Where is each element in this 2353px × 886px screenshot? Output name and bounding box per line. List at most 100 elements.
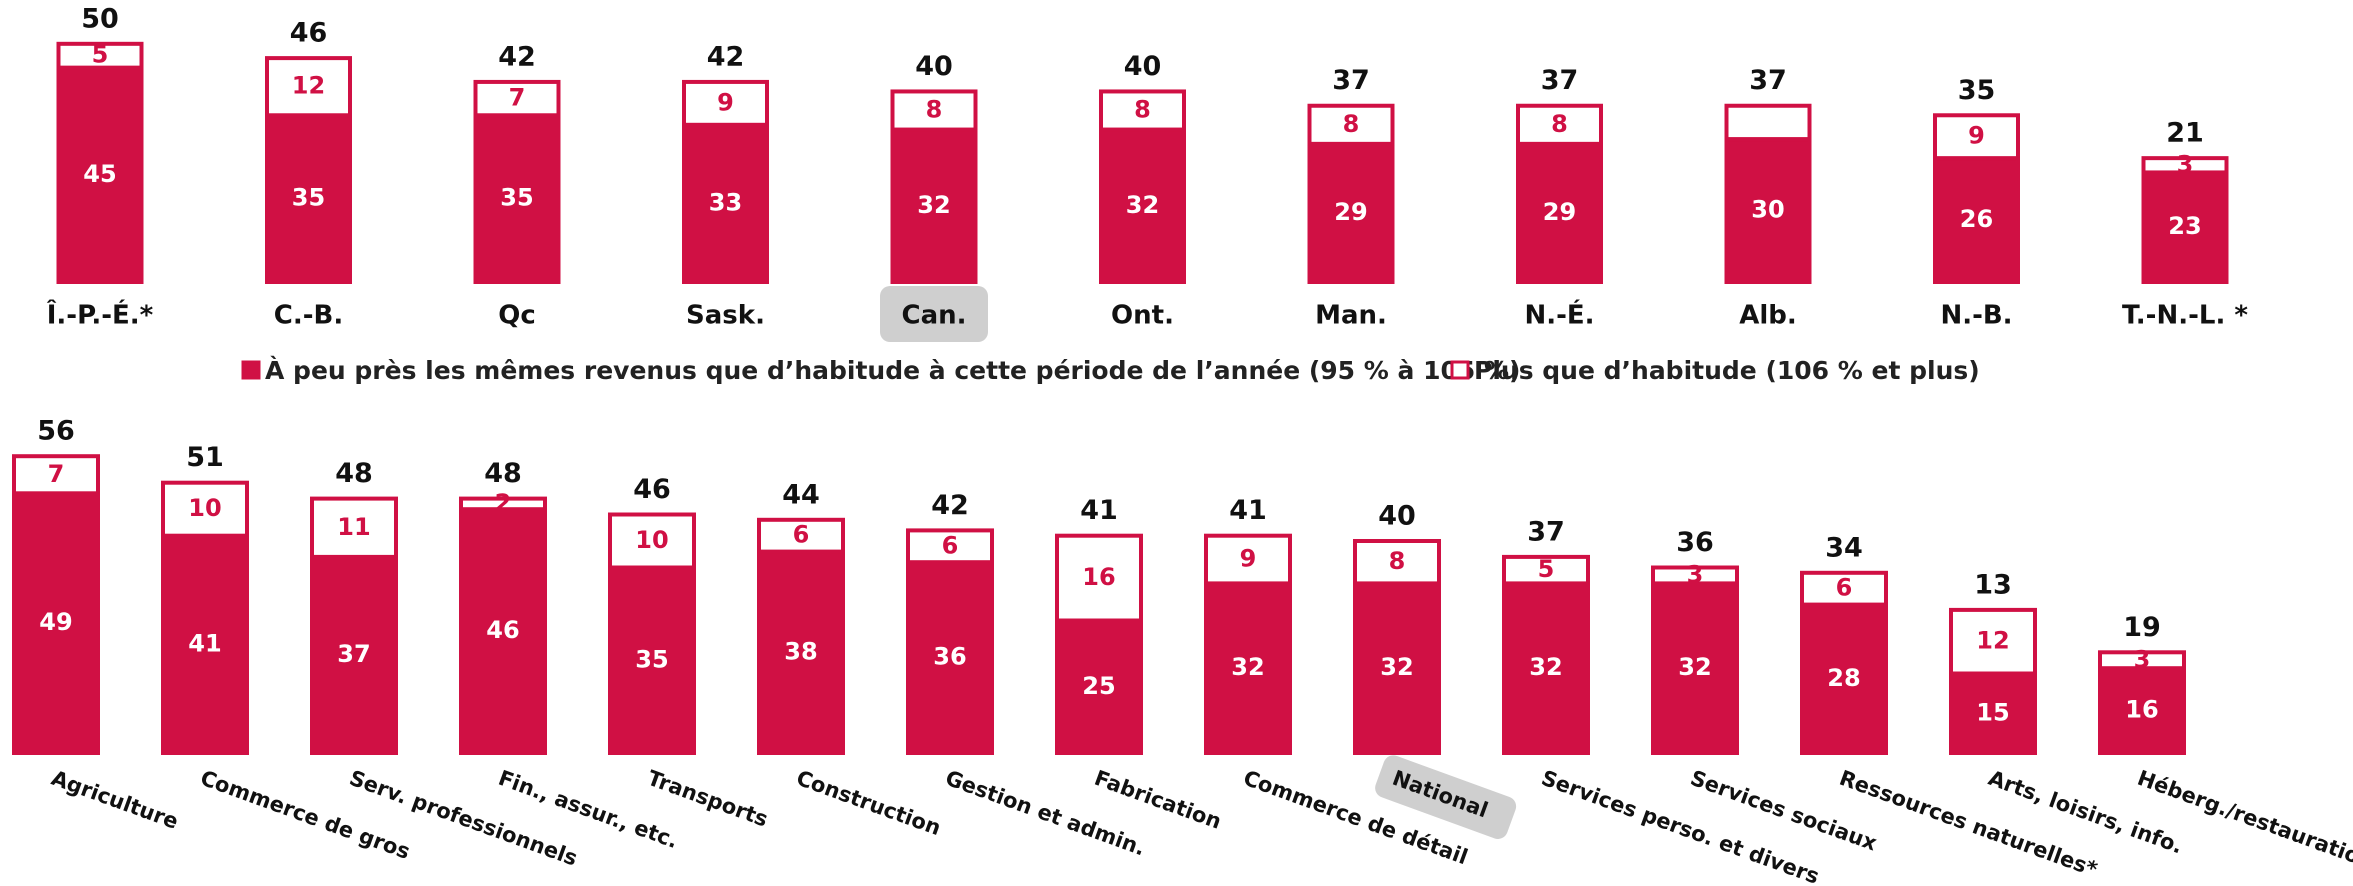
x-tick-group: Construction [793, 766, 944, 840]
total-label: 37 [1527, 516, 1565, 547]
bar-segment [1800, 570, 1888, 607]
value-label: 32 [1678, 653, 1711, 681]
x-tick-label: Héberg./restauration [2134, 766, 2353, 874]
highlight-box [880, 286, 988, 342]
total-label: 21 [2166, 118, 2204, 149]
total-label: 41 [1229, 495, 1267, 526]
value-label: 10 [635, 526, 668, 554]
value-label: 8 [926, 96, 943, 124]
bar-segment [310, 496, 398, 559]
bar-segment [682, 79, 769, 127]
value-label: 32 [917, 191, 950, 219]
bar-segment [1055, 618, 1143, 755]
bar-segment [12, 454, 100, 496]
bar-segment [608, 565, 696, 755]
value-label: 32 [1126, 191, 1159, 219]
bar-segment [1055, 533, 1143, 623]
value-label: 5 [1538, 555, 1555, 583]
bar-segment [1724, 137, 1812, 284]
total-label: 48 [484, 458, 522, 489]
bar-segment [608, 512, 696, 570]
x-tick-label: Man. [1315, 301, 1387, 331]
value-label: 33 [709, 188, 742, 216]
value-label: 41 [188, 629, 221, 657]
value-label: 49 [39, 608, 72, 636]
x-tick-label: N.-É. [1524, 299, 1594, 331]
total-label: 40 [1124, 51, 1162, 82]
value-label: 3 [2177, 150, 2194, 178]
bar-segment [1353, 581, 1441, 756]
value-label: 32 [1231, 653, 1264, 681]
value-label: 15 [1976, 698, 2009, 726]
bar-segment [906, 560, 994, 756]
legend-swatch [1450, 360, 1470, 380]
total-label: 46 [633, 474, 671, 505]
value-label: 7 [509, 84, 526, 112]
bar-segment [310, 554, 398, 756]
value-label: 9 [717, 88, 734, 116]
value-label: 37 [337, 640, 370, 668]
bar-segment [2141, 156, 2229, 175]
legend-swatch [241, 360, 261, 380]
total-label: 35 [1958, 75, 1996, 106]
bar-segment [906, 528, 994, 565]
total-label: 41 [1080, 495, 1118, 526]
value-label: 6 [942, 531, 959, 559]
total-label: 48 [335, 458, 373, 489]
value-label: 45 [83, 160, 116, 188]
bar-segment [1724, 103, 1812, 142]
x-tick-group: Services perso. et divers [1538, 766, 1822, 886]
value-label: 16 [2125, 696, 2158, 724]
x-tick-label: Ont. [1111, 301, 1174, 331]
total-label: 46 [290, 18, 328, 49]
bar-segment [1933, 113, 2020, 161]
value-label: 8 [1389, 547, 1406, 575]
bar-segment [2098, 666, 2186, 756]
bar-segment [1502, 554, 1590, 586]
bar-segment [1099, 127, 1186, 284]
bar-segment [1949, 607, 2037, 676]
value-label: 8 [1343, 110, 1360, 138]
value-label: 6 [1836, 574, 1853, 602]
bar-segment [682, 122, 769, 284]
x-tick-label: Transports [644, 766, 771, 832]
bar-segment [2098, 650, 2186, 671]
bar-segment [1651, 581, 1739, 756]
x-tick-label: Services perso. et divers [1538, 766, 1822, 886]
value-label: 6 [793, 521, 810, 549]
value-label: 9 [1240, 545, 1257, 573]
total-label: 19 [2123, 612, 2161, 643]
value-label: 2 [495, 489, 512, 517]
value-label: 16 [1082, 563, 1115, 591]
bar-segment [56, 65, 144, 284]
bar-segment [473, 79, 561, 118]
legend-label: À peu près les mêmes revenus que d’habit… [265, 356, 1520, 385]
value-label: 3 [1687, 560, 1704, 588]
bar-segment [890, 89, 978, 132]
x-tick-label: C.-B. [274, 301, 343, 331]
bar-segment [1353, 539, 1441, 586]
x-tick-label: N.-B. [1940, 301, 2012, 331]
bar-segment [1204, 533, 1292, 586]
x-tick-group: Ressources naturelles* [1836, 766, 2100, 882]
bar-segment [1099, 89, 1186, 132]
total-label: 37 [1541, 65, 1579, 96]
value-label: 28 [1827, 664, 1860, 692]
value-label: 25 [1082, 672, 1115, 700]
value-label: 29 [1543, 198, 1576, 226]
x-tick-label: Î.-P.-É.* [47, 299, 154, 331]
highlight-box [1375, 755, 1517, 839]
total-label: 42 [498, 41, 536, 72]
bar-segment [473, 113, 561, 285]
total-label: 40 [915, 51, 953, 82]
value-label: 35 [635, 645, 668, 673]
bar-segment [890, 127, 978, 284]
total-label: 13 [1974, 569, 2012, 600]
total-label: 37 [1332, 65, 1370, 96]
value-label: 8 [1134, 96, 1151, 124]
total-label: 40 [1378, 501, 1416, 532]
value-label: 32 [1529, 653, 1562, 681]
total-label: 42 [931, 490, 969, 521]
bar-segment [459, 496, 547, 512]
